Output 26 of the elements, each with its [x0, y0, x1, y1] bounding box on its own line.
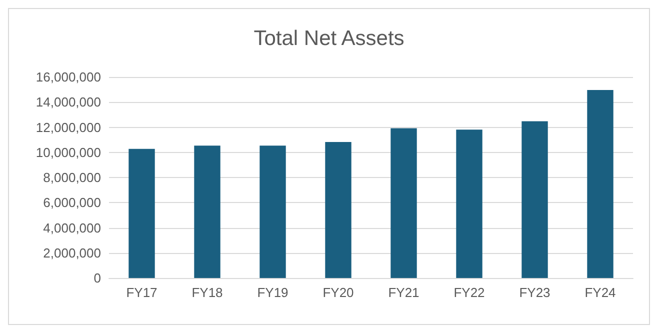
bar [456, 130, 482, 278]
y-tick-label: 16,000,000 [36, 70, 101, 84]
bar [194, 146, 220, 278]
bar [522, 121, 548, 278]
x-tick-label: FY18 [192, 285, 223, 300]
x-tick-label: FY20 [322, 285, 354, 300]
y-tick-label: 14,000,000 [36, 94, 101, 110]
bar [260, 146, 286, 278]
y-tick-label: 0 [94, 270, 101, 286]
bar [128, 148, 155, 278]
x-tick-label: FY22 [454, 285, 485, 300]
chart-title: Total Net Assets [254, 27, 404, 50]
bar [587, 90, 614, 278]
x-tick-label: FY23 [519, 285, 550, 300]
x-tick-label: FY24 [584, 285, 616, 300]
y-tick-label: 10,000,000 [36, 144, 101, 160]
y-tick-label: 2,000,000 [43, 245, 101, 260]
bar [325, 142, 352, 278]
x-tick-label: FY21 [388, 285, 420, 300]
y-tick-label: 8,000,000 [43, 170, 101, 185]
x-tick-label: FY19 [257, 285, 288, 300]
x-tick-label: FY17 [126, 285, 158, 300]
y-tick-label: 4,000,000 [43, 220, 101, 236]
y-tick-label: 12,000,000 [36, 120, 101, 135]
y-tick-label: 6,000,000 [43, 195, 101, 210]
bar [390, 128, 417, 278]
